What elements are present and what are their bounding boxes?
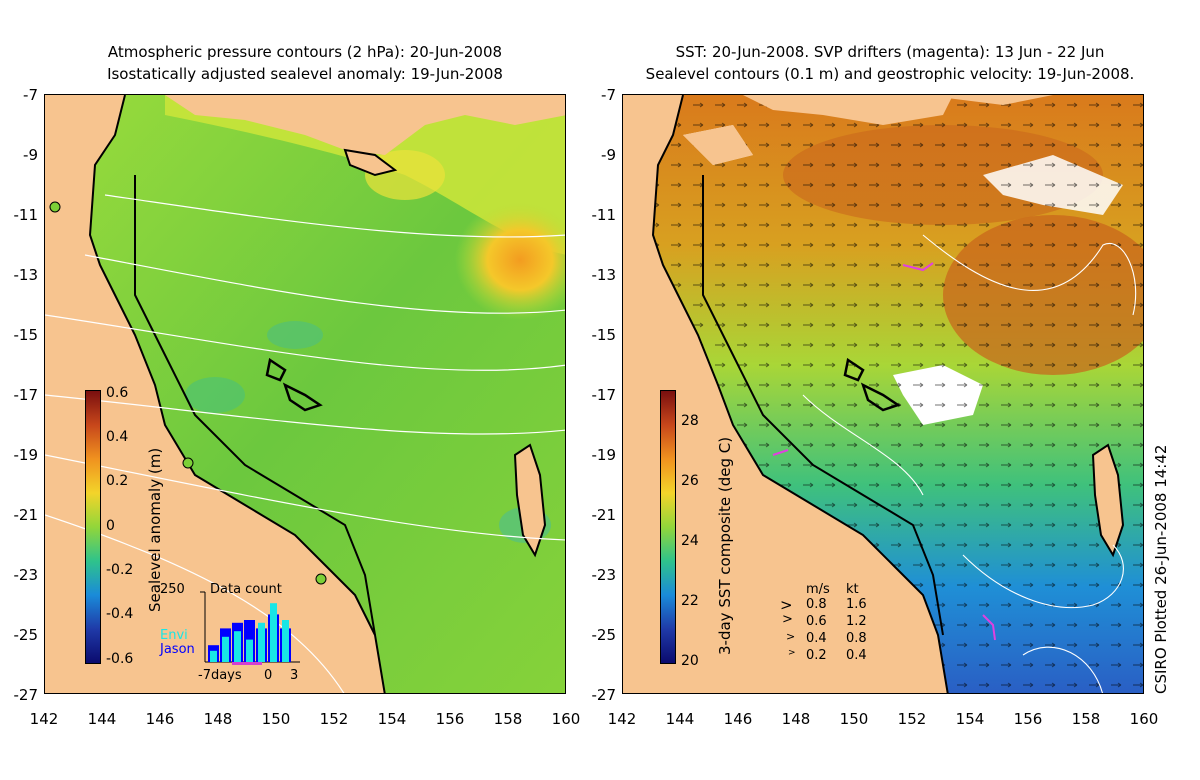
data-count-inset: [150, 578, 310, 688]
left-colorbar-tick: 0.6: [106, 385, 129, 401]
inset-series-envi: Envi: [160, 628, 188, 643]
left-lon-tick: 142: [29, 710, 59, 728]
left-title-line1: Atmospheric pressure contours (2 hPa): 2…: [107, 43, 503, 61]
right-lat-tick: -23: [591, 566, 617, 584]
left-colorbar: [85, 390, 101, 664]
left-lon-tick: 156: [435, 710, 465, 728]
right-colorbar-label: 3-day SST composite (deg C): [716, 436, 734, 655]
left-lat-tick: -23: [13, 566, 39, 584]
right-lon-tick: 148: [781, 710, 811, 728]
left-colorbar-tick: 0.2: [106, 473, 129, 489]
velocity-arrow-icon: >: [780, 596, 793, 614]
velocity-legend-ms: 0.6: [806, 614, 827, 629]
inset-xtick: 3: [290, 668, 299, 683]
right-lat-tick: -27: [591, 686, 617, 704]
left-lat-tick: -27: [13, 686, 39, 704]
left-title-line2: Isostatically adjusted sealevel anomaly:…: [107, 65, 503, 83]
inset-bar-envi: [234, 631, 241, 662]
left-lat-tick: -7: [23, 86, 38, 104]
left-lat-tick: -19: [13, 446, 39, 464]
inset-xtick: -7days: [198, 668, 242, 683]
right-lat-tick: -9: [601, 146, 616, 164]
left-sealevel-map: [44, 94, 566, 694]
right-colorbar-tick: 28: [681, 413, 699, 429]
inset-bar-envi: [210, 650, 217, 662]
velocity-legend-ms: 0.2: [806, 648, 827, 663]
velocity-arrow-icon: >: [788, 648, 796, 658]
left-lat-tick: -15: [13, 326, 39, 344]
left-lon-tick: 158: [493, 710, 523, 728]
right-lon-tick: 158: [1071, 710, 1101, 728]
inset-bar-envi: [270, 603, 277, 662]
left-lon-tick: 146: [145, 710, 175, 728]
velocity-arrow-icon: >: [782, 612, 793, 627]
left-lon-tick: 150: [261, 710, 291, 728]
right-colorbar-tick: 22: [681, 593, 699, 609]
left-lat-tick: -9: [23, 146, 38, 164]
left-lat-tick: -13: [13, 266, 39, 284]
velocity-arrow-icon: >: [786, 630, 796, 643]
right-colorbar: [660, 390, 676, 664]
left-colorbar-tick: 0.4: [106, 429, 129, 445]
left-colorbar-tick: 0: [106, 518, 115, 534]
velocity-legend-ms: 0.8: [806, 597, 827, 612]
velocity-legend-kt: 1.2: [846, 614, 867, 629]
left-lon-tick: 154: [377, 710, 407, 728]
inset-title: Data count: [210, 582, 282, 597]
right-colorbar-tick: 26: [681, 473, 699, 489]
velocity-legend-kt: 1.6: [846, 597, 867, 612]
right-lon-tick: 150: [839, 710, 869, 728]
right-lon-tick: 142: [607, 710, 637, 728]
inset-bar-envi: [246, 639, 253, 662]
left-colorbar-tick: -0.2: [106, 562, 134, 578]
inset-bar-envi: [222, 636, 229, 662]
right-lat-tick: -17: [591, 386, 617, 404]
right-lat-tick: -11: [591, 206, 617, 224]
velocity-legend-kt: 0.4: [846, 648, 867, 663]
left-lon-tick: 152: [319, 710, 349, 728]
left-colorbar-tick: -0.4: [106, 606, 134, 622]
inset-series-jason: Jason: [160, 642, 195, 657]
right-lon-tick: 154: [955, 710, 985, 728]
velocity-legend-header-ms: m/s: [806, 582, 830, 597]
left-lon-tick: 148: [203, 710, 233, 728]
right-sst-map: [622, 94, 1144, 694]
right-lat-tick: -13: [591, 266, 617, 284]
right-title-line2: Sealevel contours (0.1 m) and geostrophi…: [645, 65, 1135, 83]
inset-bar-envi: [282, 620, 289, 662]
velocity-legend-header-kt: kt: [846, 582, 859, 597]
right-lat-tick: -25: [591, 626, 617, 644]
inset-xtick: 0: [264, 668, 273, 683]
right-title-line1: SST: 20-Jun-2008. SVP drifters (magenta)…: [675, 43, 1105, 61]
plot-credit: CSIRO Plotted 26-Jun-2008 14:42: [1152, 444, 1170, 694]
right-colorbar-tick: 20: [681, 653, 699, 669]
right-lat-tick: -7: [601, 86, 616, 104]
left-lat-tick: -11: [13, 206, 39, 224]
right-lat-tick: -19: [591, 446, 617, 464]
right-lon-tick: 144: [665, 710, 695, 728]
right-colorbar-tick: 24: [681, 533, 699, 549]
right-lat-tick: -15: [591, 326, 617, 344]
left-lon-tick: 144: [87, 710, 117, 728]
velocity-legend-kt: 0.8: [846, 631, 867, 646]
left-lat-tick: -17: [13, 386, 39, 404]
velocity-legend-ms: 0.4: [806, 631, 827, 646]
left-lon-tick: 160: [551, 710, 581, 728]
left-colorbar-tick: -0.6: [106, 651, 134, 667]
right-lon-tick: 160: [1129, 710, 1159, 728]
inset-bar-envi: [258, 622, 265, 662]
left-lat-tick: -21: [13, 506, 39, 524]
right-lon-tick: 146: [723, 710, 753, 728]
right-lon-tick: 152: [897, 710, 927, 728]
right-lat-tick: -21: [591, 506, 617, 524]
inset-ymax-label: 250: [160, 582, 185, 597]
right-lon-tick: 156: [1013, 710, 1043, 728]
left-lat-tick: -25: [13, 626, 39, 644]
